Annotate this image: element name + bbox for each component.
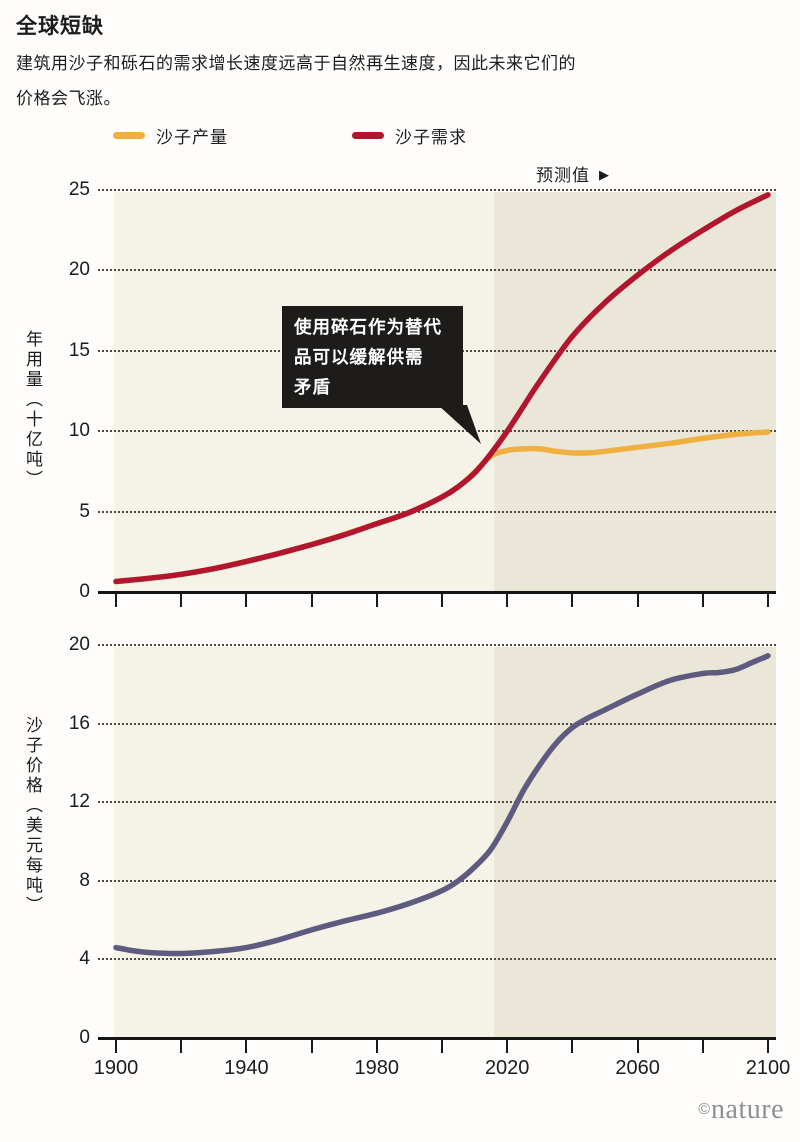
x-tick-mark xyxy=(115,1040,117,1053)
gridline-y8 xyxy=(98,879,776,882)
y-tick-label: 20 xyxy=(68,259,90,281)
forecast-label: 预测值 ▶ xyxy=(536,161,610,186)
x-tick-label: 1980 xyxy=(354,1057,400,1079)
y-axis-title-usage: 年用量（十亿吨） xyxy=(23,330,42,490)
gridline-y12 xyxy=(98,801,776,804)
gridline-y5 xyxy=(98,510,776,513)
x-tick-mark xyxy=(310,1040,313,1053)
gridline-y10 xyxy=(98,430,776,433)
y-tick-label: 20 xyxy=(68,634,90,655)
y-tick-label: 5 xyxy=(79,500,90,522)
nature-wordmark: nature xyxy=(711,1094,784,1125)
x-tick-mark xyxy=(636,594,639,607)
gridline-y20 xyxy=(98,269,776,272)
legend: 沙子产量 沙子需求 xyxy=(0,123,800,147)
x-tick-mark xyxy=(245,1040,248,1053)
x-tick-mark xyxy=(375,1040,378,1053)
production-line-swatch xyxy=(113,131,145,139)
legend-label-production: 沙子产量 xyxy=(156,127,228,147)
x-tick-mark xyxy=(767,1040,769,1053)
x-tick-mark xyxy=(375,594,378,607)
legend-label-demand: 沙子需求 xyxy=(395,127,467,147)
y-tick-label: 0 xyxy=(79,1027,90,1048)
y-tick-label: 25 xyxy=(68,179,90,200)
x-tick-mark xyxy=(506,594,509,607)
y-tick-label: 15 xyxy=(68,339,90,361)
legend-item-demand: 沙子需求 xyxy=(352,123,467,147)
demand-line-swatch xyxy=(352,131,384,139)
x-tick-mark xyxy=(180,1040,183,1053)
x-axis-line xyxy=(98,1036,776,1040)
x-tick-label: 1940 xyxy=(224,1057,269,1079)
y-tick-label: 10 xyxy=(68,420,90,442)
x-tick-label: 2100 xyxy=(745,1057,791,1079)
x-tick-label: 2020 xyxy=(484,1057,530,1079)
y-tick-label: 0 xyxy=(79,581,90,602)
annotation-callout: 使用碎石作为替代 品可以缓解供需 矛盾 xyxy=(282,306,463,408)
gridline-y4 xyxy=(98,958,776,961)
forecast-arrow-icon: ▶ xyxy=(599,166,610,182)
plot-bg-forecast xyxy=(494,192,776,592)
gridline-y20 xyxy=(98,644,776,646)
x-tick-mark xyxy=(571,594,574,607)
x-tick-mark xyxy=(767,594,769,607)
x-tick-mark xyxy=(636,1040,639,1053)
x-tick-mark xyxy=(115,594,117,607)
x-axis-line xyxy=(98,590,776,594)
gridline-y25 xyxy=(98,189,776,191)
y-axis-title-price: 沙子价格（美元每吨） xyxy=(23,716,42,916)
x-tick-label: 2060 xyxy=(615,1057,660,1079)
y-tick-label: 16 xyxy=(68,712,90,734)
x-tick-mark xyxy=(180,594,183,607)
y-tick-label: 8 xyxy=(79,869,90,891)
x-tick-label: 1900 xyxy=(93,1057,139,1079)
x-tick-mark xyxy=(245,594,248,607)
legend-item-production: 沙子产量 xyxy=(113,123,228,147)
x-tick-mark xyxy=(441,594,443,607)
copyright-icon: © xyxy=(698,1101,711,1118)
x-tick-mark xyxy=(506,1040,509,1053)
x-tick-mark xyxy=(701,1040,704,1053)
x-tick-mark xyxy=(701,594,704,607)
x-tick-mark xyxy=(310,594,313,607)
y-tick-label: 4 xyxy=(79,948,90,970)
plot-bg-historical xyxy=(114,647,495,1038)
gridline-y16 xyxy=(98,722,776,725)
y-tick-label: 12 xyxy=(68,791,90,813)
forecast-label-text: 预测值 xyxy=(536,166,590,185)
page-title: 全球短缺 xyxy=(16,15,104,38)
plot-bg-forecast xyxy=(494,647,776,1038)
chart-subtitle: 建筑用沙子和砾石的需求增长速度远高于自然再生速度，因此未来它们的 价格会飞涨。 xyxy=(16,54,576,108)
x-tick-mark xyxy=(571,1040,574,1053)
x-tick-mark xyxy=(441,1040,443,1053)
nature-credit: ©nature xyxy=(698,1094,784,1126)
